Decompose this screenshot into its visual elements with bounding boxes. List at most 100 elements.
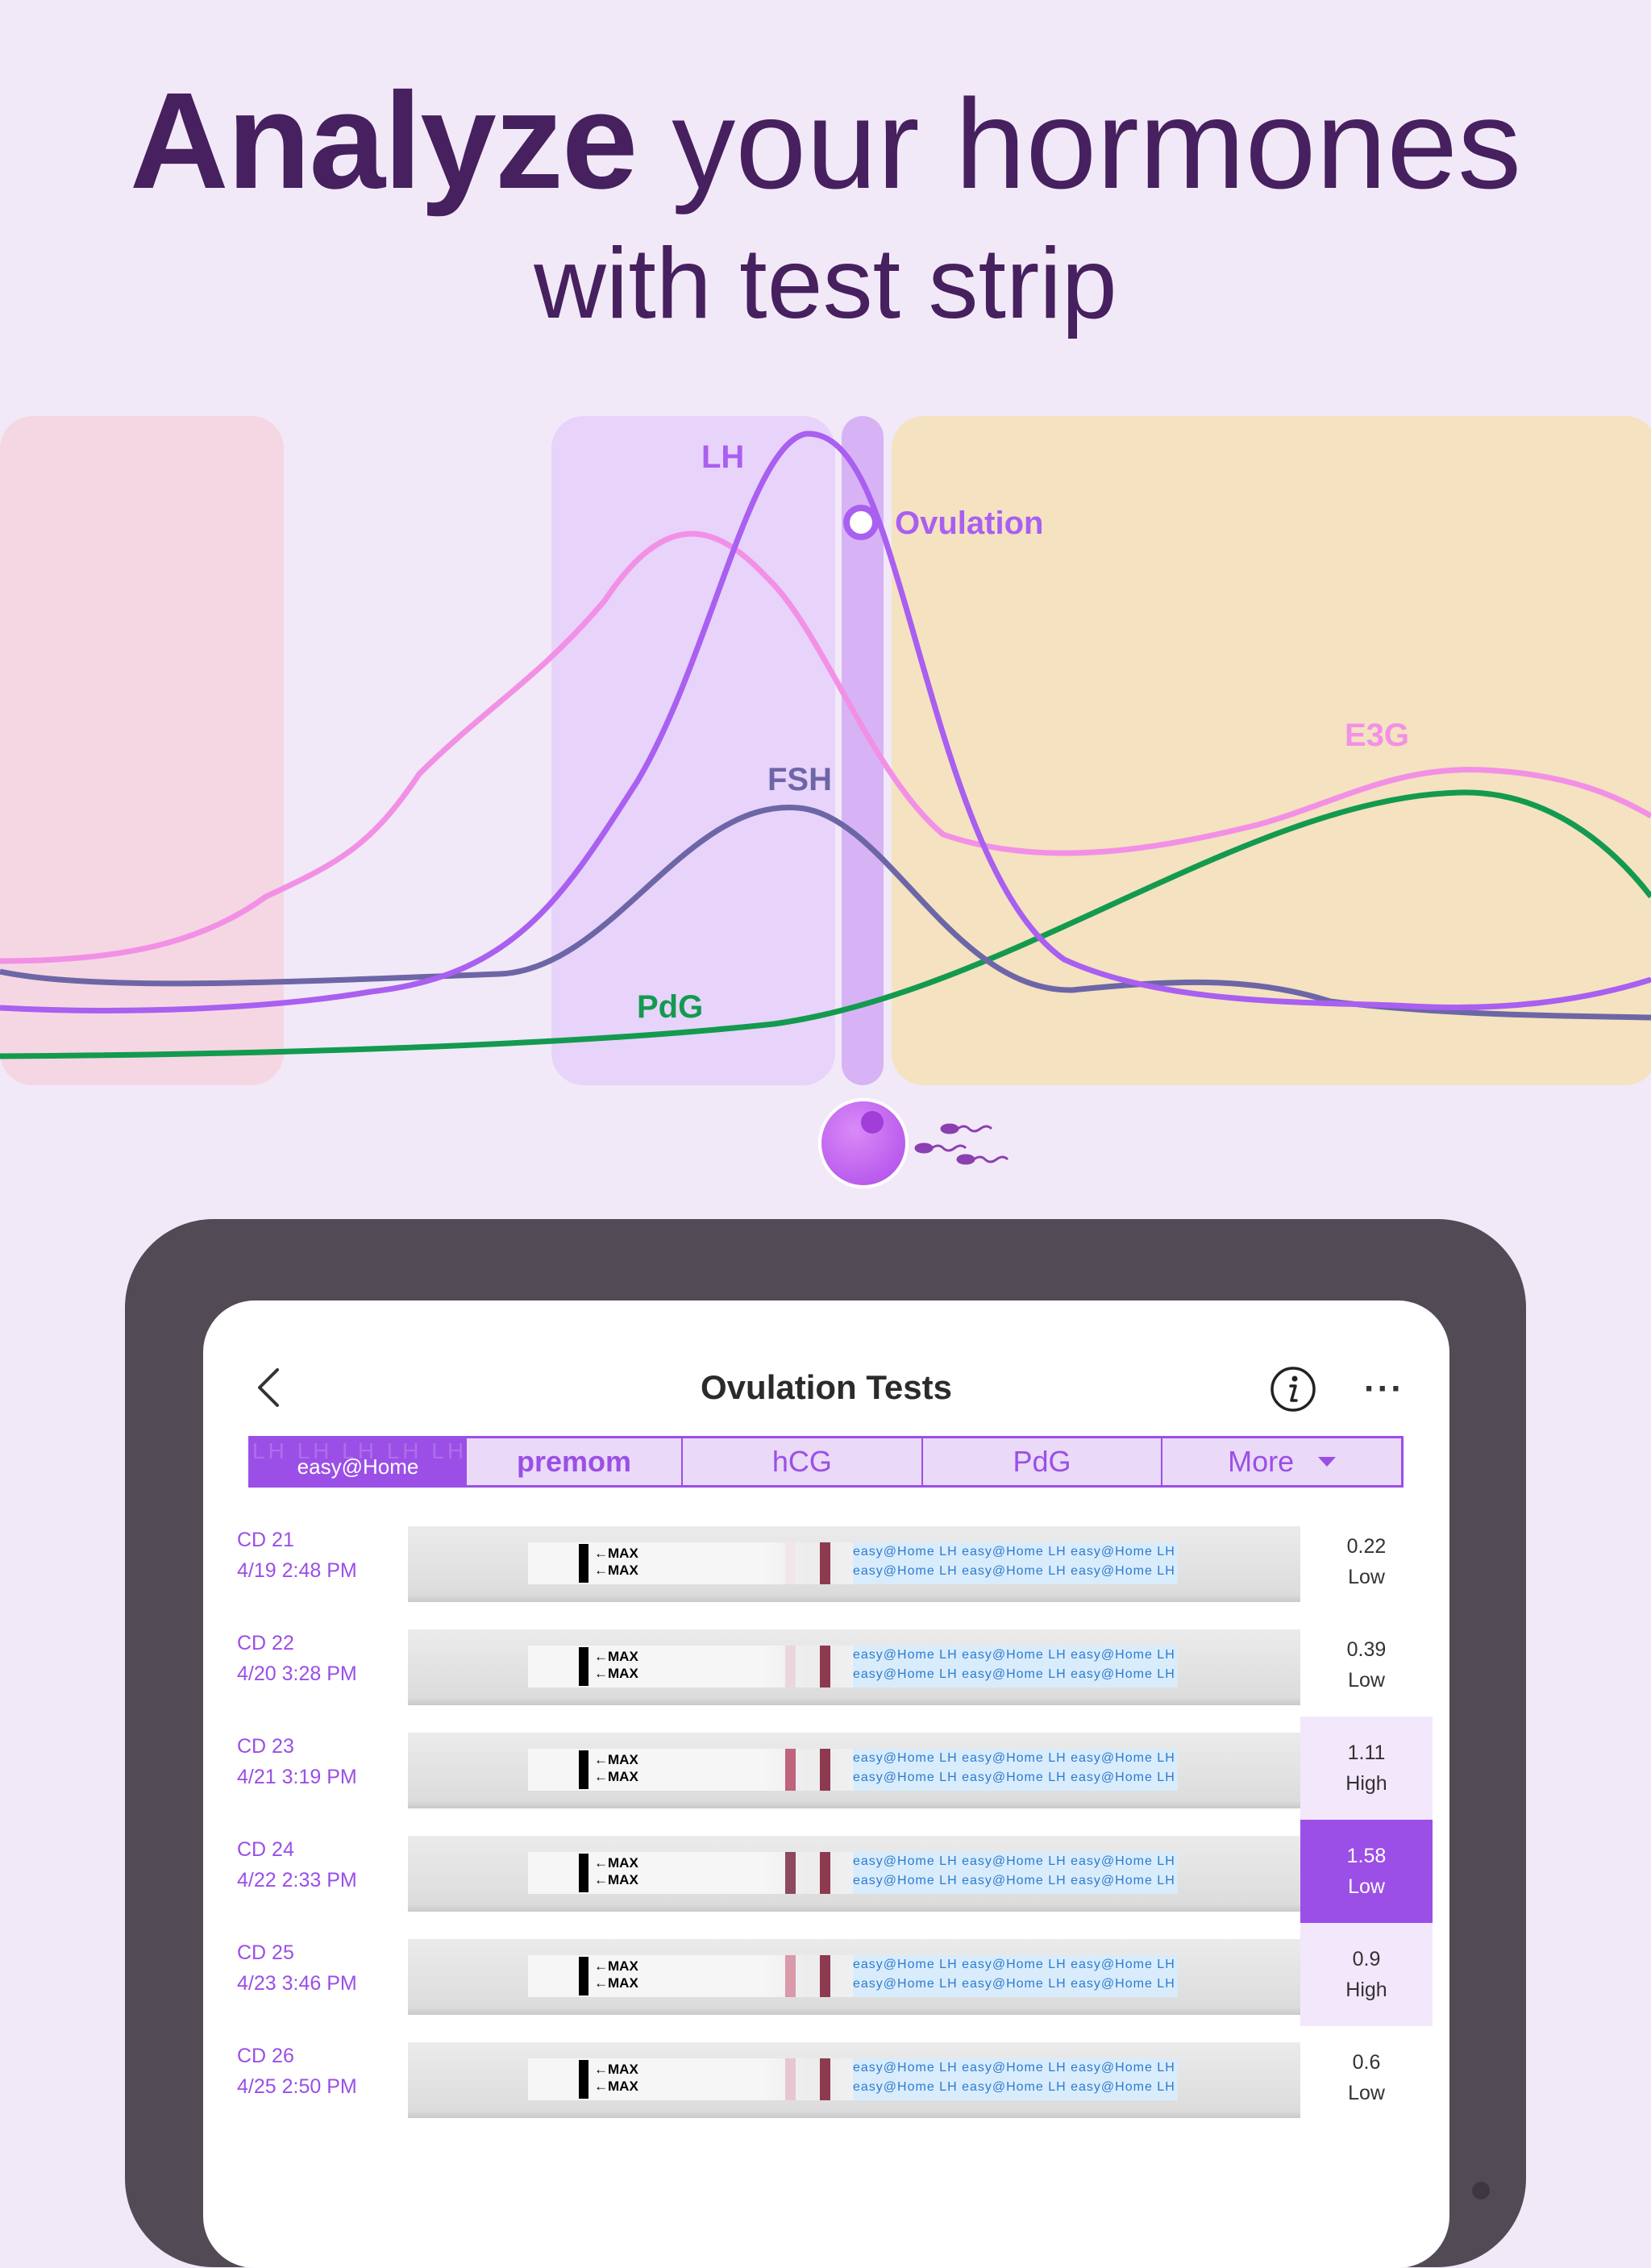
max-marks: ←MAX ←MAX xyxy=(594,1545,638,1579)
strip-handle-mark xyxy=(579,2060,588,2099)
result-value: 0.39 xyxy=(1346,1638,1387,1661)
strip-handle-mark xyxy=(579,1750,588,1789)
line-pdg xyxy=(0,789,1651,1059)
label-e3g: E3G xyxy=(1345,718,1409,753)
cycle-day-info: CD 25 4/23 3:46 PM xyxy=(237,1937,357,1999)
table-row[interactable]: CD 26 4/25 2:50 PM ←MAX ←MAX easy@Home LH … xyxy=(203,2026,1449,2129)
strip-pattern-text: easy@Home LH easy@Home LH easy@Home LH xyxy=(853,1564,1175,1578)
label-pdg: PdG xyxy=(637,989,703,1025)
test-datetime: 4/19 2:48 PM xyxy=(237,1559,357,1582)
cycle-day-info: CD 23 4/21 3:19 PM xyxy=(237,1731,357,1792)
strip-handle-mark xyxy=(579,1854,588,1892)
strip-pattern-text: easy@Home LH easy@Home LH easy@Home LH xyxy=(853,1977,1175,1991)
control-line xyxy=(820,1852,830,1894)
info-icon[interactable] xyxy=(1269,1365,1317,1413)
test-strip-photo: ←MAX ←MAX easy@Home LH easy@Home LH easy@… xyxy=(408,1629,1300,1705)
tab-pdg-label: PdG xyxy=(1013,1445,1071,1478)
strip-brand-pattern: easy@Home LH easy@Home LH easy@Home LH ea… xyxy=(853,1852,1178,1894)
more-options-icon[interactable]: ··· xyxy=(1364,1369,1404,1409)
hormone-chart: LH Ovulation FSH E3G PdG xyxy=(0,416,1651,1188)
strip-pattern-text: easy@Home LH easy@Home LH easy@Home LH xyxy=(853,1751,1175,1765)
max-mark: ←MAX xyxy=(594,1563,638,1578)
result-level: Low xyxy=(1348,1875,1385,1898)
table-row[interactable]: CD 21 4/19 2:48 PM ←MAX ←MAX easy@Home LH … xyxy=(203,1510,1449,1613)
cycle-day-info: CD 22 4/20 3:28 PM xyxy=(237,1628,357,1689)
test-datetime: 4/21 3:19 PM xyxy=(237,1766,357,1788)
table-row[interactable]: CD 24 4/22 2:33 PM ←MAX ←MAX easy@Home LH … xyxy=(203,1820,1449,1923)
strip-pattern-text: easy@Home LH easy@Home LH easy@Home LH xyxy=(853,1667,1175,1681)
strip-pattern-text: easy@Home LH easy@Home LH easy@Home LH xyxy=(853,2080,1175,2094)
cycle-day: CD 21 xyxy=(237,1529,294,1551)
headline-line-2: with test strip xyxy=(534,228,1117,339)
page-title: Ovulation Tests xyxy=(701,1368,952,1406)
result-value: 0.9 xyxy=(1352,1948,1381,1970)
max-marks: ←MAX ←MAX xyxy=(594,1751,638,1785)
max-marks: ←MAX ←MAX xyxy=(594,1648,638,1682)
tablet-camera xyxy=(1472,2182,1490,2199)
control-line xyxy=(820,1542,830,1584)
max-mark: ←MAX xyxy=(594,1872,638,1887)
cycle-day: CD 22 xyxy=(237,1632,294,1654)
test-strip-photo: ←MAX ←MAX easy@Home LH easy@Home LH easy@… xyxy=(408,1939,1300,2015)
test-strip: ←MAX ←MAX easy@Home LH easy@Home LH easy@… xyxy=(528,1646,1178,1687)
max-marks: ←MAX ←MAX xyxy=(594,2061,638,2095)
result-value: 0.22 xyxy=(1346,1535,1387,1558)
table-row[interactable]: CD 23 4/21 3:19 PM ←MAX ←MAX easy@Home LH … xyxy=(203,1717,1449,1820)
max-mark: ←MAX xyxy=(594,1546,638,1561)
cycle-day-info: CD 21 4/19 2:48 PM xyxy=(237,1525,357,1586)
max-mark: ←MAX xyxy=(594,1855,638,1871)
test-strip: ←MAX ←MAX easy@Home LH easy@Home LH easy@… xyxy=(528,1955,1178,1997)
line-e3g xyxy=(0,531,1651,964)
app-screen: Ovulation Tests ··· easy@Home premom hCG… xyxy=(203,1300,1449,2268)
max-mark: ←MAX xyxy=(594,1649,638,1664)
strip-pattern-text: easy@Home LH easy@Home LH easy@Home LH xyxy=(853,1854,1175,1868)
headline-strong: Analyze xyxy=(129,65,638,218)
tab-more-label: More xyxy=(1228,1445,1295,1478)
cycle-day-info: CD 26 4/25 2:50 PM xyxy=(237,2041,357,2102)
result-value: 1.11 xyxy=(1347,1742,1386,1764)
strip-pattern-text: easy@Home LH easy@Home LH easy@Home LH xyxy=(853,1648,1175,1662)
result-value: 1.58 xyxy=(1346,1845,1387,1867)
strip-handle-mark xyxy=(579,1647,588,1686)
test-strip: ←MAX ←MAX easy@Home LH easy@Home LH easy@… xyxy=(528,1749,1178,1791)
sperm-icon xyxy=(914,1123,1009,1165)
test-datetime: 4/20 3:28 PM xyxy=(237,1663,357,1685)
max-mark: ←MAX xyxy=(594,1769,638,1784)
control-line xyxy=(820,1749,830,1791)
tab-premom[interactable]: premom xyxy=(465,1438,681,1485)
test-result: 0.9 High xyxy=(1300,1923,1433,2026)
cycle-day-info: CD 24 4/22 2:33 PM xyxy=(237,1834,357,1896)
tab-more[interactable]: More xyxy=(1161,1438,1401,1485)
result-level: Low xyxy=(1348,1566,1385,1588)
brand-tabs: easy@Home premom hCG PdG More xyxy=(248,1436,1404,1488)
strip-pattern-text: easy@Home LH easy@Home LH easy@Home LH xyxy=(853,1771,1175,1784)
table-row[interactable]: CD 22 4/20 3:28 PM ←MAX ←MAX easy@Home LH … xyxy=(203,1613,1449,1717)
strip-pattern-text: easy@Home LH easy@Home LH easy@Home LH xyxy=(853,1958,1175,1971)
strip-pattern-text: easy@Home LH easy@Home LH easy@Home LH xyxy=(853,1545,1175,1558)
table-row[interactable]: CD 25 4/23 3:46 PM ←MAX ←MAX easy@Home LH … xyxy=(203,1923,1449,2026)
result-level: Low xyxy=(1348,2082,1385,2104)
headline-rest: your hormones xyxy=(672,73,1522,215)
label-lh: LH xyxy=(701,439,744,475)
tab-hcg[interactable]: hCG xyxy=(681,1438,921,1485)
tab-easyhome[interactable]: easy@Home xyxy=(251,1438,465,1485)
headline-line-1: Analyze your hormones xyxy=(0,69,1651,217)
label-ovulation: Ovulation xyxy=(895,506,1043,541)
test-strip-photo: ←MAX ←MAX easy@Home LH easy@Home LH easy@… xyxy=(408,2042,1300,2118)
back-chevron-icon[interactable] xyxy=(247,1363,295,1412)
test-datetime: 4/22 2:33 PM xyxy=(237,1869,357,1891)
test-line xyxy=(785,1749,796,1791)
strip-brand-pattern: easy@Home LH easy@Home LH easy@Home LH ea… xyxy=(853,1749,1178,1791)
phase-menstrual xyxy=(0,416,284,1085)
tab-easyhome-label: easy@Home xyxy=(297,1454,419,1479)
label-fsh: FSH xyxy=(767,762,832,797)
cycle-day: CD 24 xyxy=(237,1838,294,1861)
test-line xyxy=(785,1852,796,1894)
test-strip-photo: ←MAX ←MAX easy@Home LH easy@Home LH easy@… xyxy=(408,1733,1300,1808)
tab-pdg[interactable]: PdG xyxy=(921,1438,1162,1485)
test-result: 0.6 Low xyxy=(1300,2026,1433,2129)
control-line xyxy=(820,1646,830,1687)
max-marks: ←MAX ←MAX xyxy=(594,1854,638,1888)
strip-pattern-text: easy@Home LH easy@Home LH easy@Home LH xyxy=(853,1874,1175,1887)
max-mark: ←MAX xyxy=(594,1752,638,1767)
